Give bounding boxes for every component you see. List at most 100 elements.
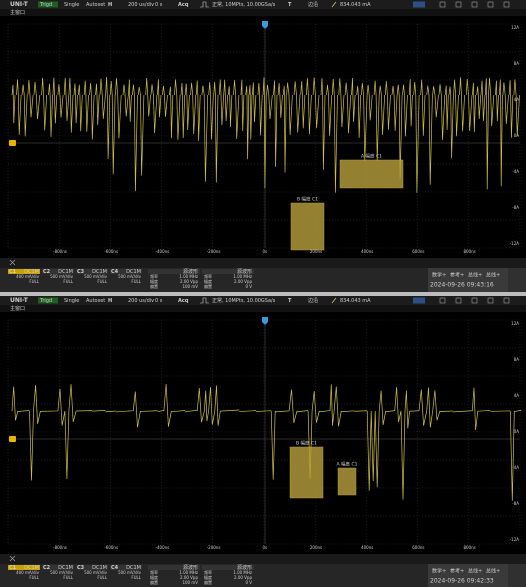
y-label: -12A — [510, 241, 520, 246]
channel-scale: 400 mA/div — [16, 570, 40, 575]
gen-value: 2.00 Vpp — [180, 279, 198, 284]
menu-button[interactable]: 总线+ — [468, 272, 482, 279]
channel-tab[interactable] — [110, 269, 142, 274]
trigger: T — [288, 298, 292, 304]
cursor-box[interactable] — [339, 159, 404, 189]
brand: UNI-T — [10, 1, 29, 8]
tool-icon[interactable] — [487, 1, 494, 8]
gen-value: 1.00 MHz — [179, 570, 198, 575]
menu-button[interactable]: 总线+ — [468, 568, 482, 575]
menu-button[interactable]: 参考+ — [450, 568, 464, 575]
y-label: 8A — [514, 357, 520, 362]
gen-value: 0 V — [245, 580, 252, 585]
channel-scale: 500 mV/div — [50, 274, 74, 279]
gen-param: 幅度 — [150, 278, 158, 284]
channel-coupling: DC1M — [92, 565, 107, 571]
run-single[interactable]: Single — [64, 298, 79, 304]
datetime: 2024-09-26 09:43:16 — [430, 282, 494, 289]
channel-coupling: DC1M — [126, 565, 141, 571]
menu-button[interactable]: 参考+ — [450, 272, 464, 279]
channel-tab[interactable] — [76, 269, 108, 274]
pulse-icon — [200, 297, 209, 304]
menu-panel — [428, 564, 508, 587]
tool-icon[interactable] — [503, 1, 510, 8]
acq-info: 正常, 10MPts, 10.00GSa/s — [212, 297, 276, 304]
channel-coupling: DC1M — [126, 269, 141, 275]
channel-tab[interactable] — [42, 565, 74, 570]
autoset[interactable]: Autoset — [86, 298, 105, 304]
icon-row — [0, 554, 526, 564]
side-button[interactable] — [508, 564, 526, 587]
y-label: -8A — [512, 501, 519, 506]
waveform — [11, 383, 522, 501]
acq-button[interactable] — [413, 1, 425, 8]
gen-header: 源波形 — [183, 564, 198, 571]
channel-scale: 400 mA/div — [16, 274, 40, 279]
tool-icon[interactable] — [439, 297, 446, 304]
tool-icon[interactable] — [455, 1, 462, 8]
channel-tab[interactable] — [76, 565, 108, 570]
collapse-icon[interactable] — [9, 555, 16, 562]
channel-name: C1 — [9, 269, 17, 275]
y-label: 12A — [511, 321, 519, 326]
tool-icon[interactable] — [487, 297, 494, 304]
tool-icon[interactable] — [471, 1, 478, 8]
y-label: -4A — [512, 465, 519, 470]
channel-name: C3 — [77, 269, 85, 275]
toolbar — [0, 296, 526, 305]
offset: 0 s — [155, 2, 163, 8]
channel-range: FULL — [63, 575, 73, 580]
window-title: 主窗口 — [10, 9, 25, 16]
gen-header — [202, 565, 254, 570]
channel-tab[interactable] — [8, 565, 40, 570]
x-label: -800ns — [53, 249, 67, 254]
channel-scale: 500 mV/div — [118, 274, 142, 279]
menu-button[interactable]: 数学+ — [432, 568, 446, 575]
gen-value: 1.00 MHz — [233, 274, 252, 279]
edge-icon — [331, 1, 337, 8]
gen-value: 0 V — [245, 284, 252, 289]
x-label: -600ns — [104, 545, 118, 550]
menu-button[interactable]: 总线+ — [486, 272, 500, 279]
x-label: 600ns — [412, 249, 424, 254]
channel-tab[interactable] — [42, 269, 74, 274]
tool-icon[interactable] — [503, 297, 510, 304]
tool-icon[interactable] — [471, 297, 478, 304]
acq-mode: Acq — [178, 298, 189, 304]
trigger: T — [288, 2, 292, 8]
x-label: 200ns — [310, 249, 322, 254]
window-title: 主窗口 — [10, 305, 25, 312]
gen-header: 源波形 — [183, 268, 198, 275]
x-label: -400ns — [156, 249, 170, 254]
channel-tab[interactable] — [8, 269, 40, 274]
trigger-type: 边沿 — [308, 297, 318, 304]
channel-coupling: DC1M — [58, 269, 73, 275]
menu-button[interactable]: 数学+ — [432, 272, 446, 279]
run-single[interactable]: Single — [64, 2, 79, 8]
gen-header — [148, 565, 200, 570]
channel-tab[interactable] — [110, 565, 142, 570]
cursor-label: B 幅度 C1 — [297, 196, 318, 203]
cursor-box[interactable] — [337, 467, 357, 496]
gen-param: 偏置 — [150, 283, 158, 289]
x-label: 200ns — [310, 545, 322, 550]
channel-name: C3 — [77, 565, 85, 571]
icon-row — [0, 258, 526, 268]
tool-icon[interactable] — [439, 1, 446, 8]
trigger-pos — [262, 21, 268, 29]
window-bar — [0, 305, 526, 312]
acq-button[interactable] — [413, 297, 425, 304]
brand: UNI-T — [10, 297, 29, 304]
autoset[interactable]: Autoset — [86, 2, 105, 8]
cursor-box[interactable] — [289, 446, 324, 499]
datetime: 2024-09-26 09:42:33 — [430, 578, 494, 585]
collapse-icon[interactable] — [9, 259, 16, 266]
side-button[interactable] — [508, 268, 526, 292]
pulse-icon — [200, 1, 209, 8]
gen-value: 1.00 MHz — [179, 274, 198, 279]
menu-button[interactable]: 总线+ — [486, 568, 500, 575]
channel-scale: 500 mV/div — [84, 570, 108, 575]
tool-icon[interactable] — [455, 297, 462, 304]
cursor-box[interactable] — [290, 202, 325, 251]
